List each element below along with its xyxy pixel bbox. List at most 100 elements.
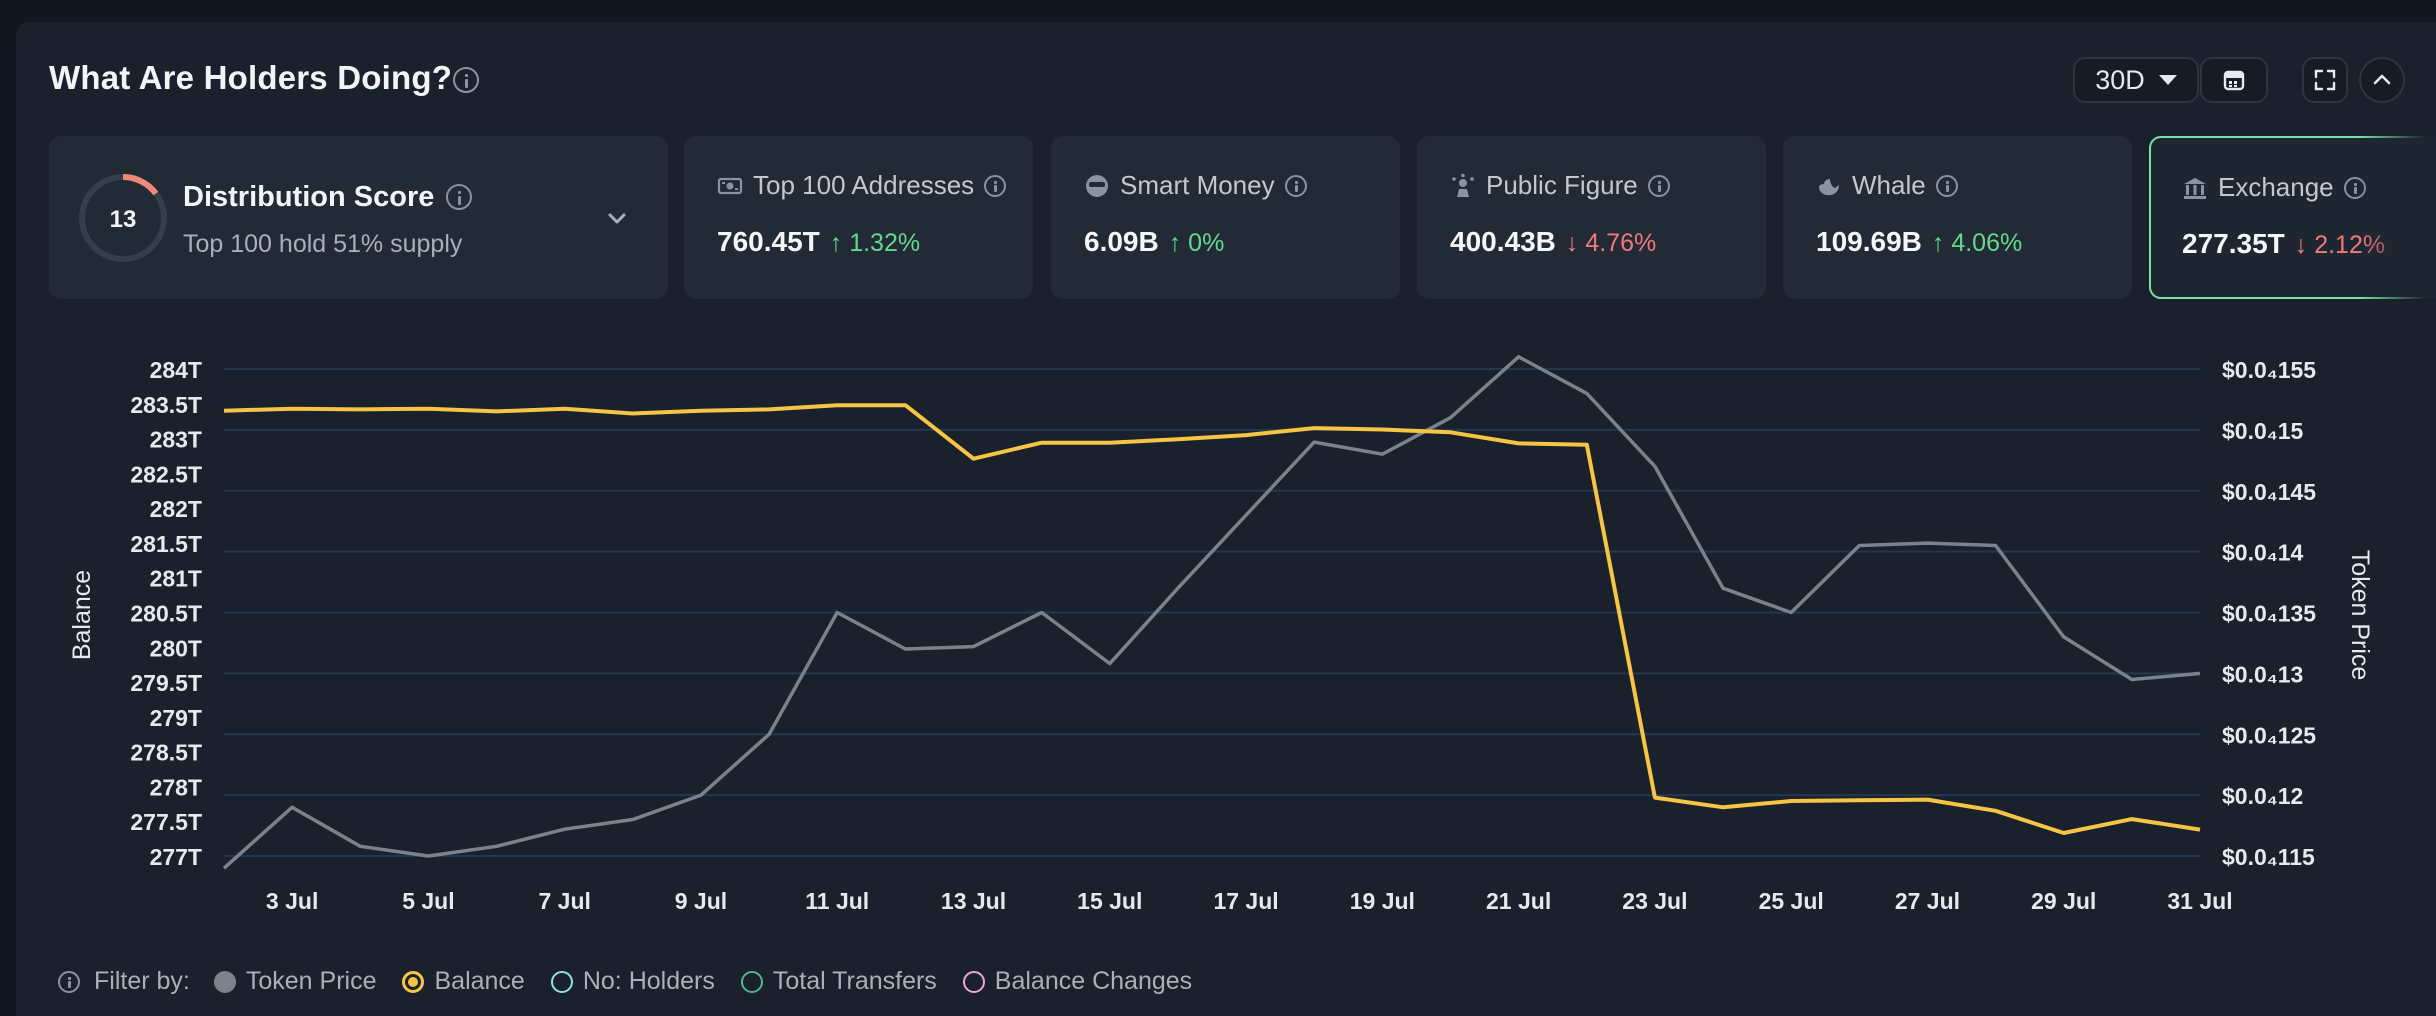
filter-dot: [962, 970, 985, 993]
filter-balance-changes[interactable]: Balance Changes: [962, 967, 1193, 996]
card-value: 760.45T: [717, 226, 820, 257]
filter-item-label: Balance: [434, 967, 525, 995]
x-tick-label: 17 Jul: [1213, 888, 1278, 914]
x-tick-label: 11 Jul: [805, 888, 869, 914]
filter-token-price[interactable]: Token Price: [213, 967, 377, 996]
y-tick-label: 277.5T: [130, 809, 202, 835]
y2-tick-label: $0.0₄145: [2222, 479, 2316, 505]
collapse-button[interactable]: [2359, 57, 2405, 103]
filter-no-holders[interactable]: No: Holders: [550, 967, 715, 996]
card-value: 6.09B: [1084, 226, 1159, 257]
info-icon[interactable]: [58, 970, 80, 993]
x-tick-label: 3 Jul: [266, 888, 318, 914]
y-tick-label: 281.5T: [130, 531, 202, 557]
filter-dot: [213, 970, 236, 993]
chevron-down-icon[interactable]: [604, 206, 630, 232]
card-value: 277.35T: [2182, 228, 2285, 259]
whale-icon: [1819, 178, 1839, 195]
calendar-button[interactable]: [2200, 57, 2268, 103]
x-tick-label: 27 Jul: [1895, 888, 1960, 914]
y2-tick-label: $0.0₄135: [2222, 601, 2316, 627]
y2-tick-label: $0.0₄15: [2222, 418, 2304, 444]
filter-dot: [550, 970, 573, 993]
y-tick-label: 282T: [150, 496, 202, 522]
y-tick-label: 280T: [150, 635, 202, 661]
caret-down-icon: [2158, 75, 2177, 85]
card-label: Whale: [1852, 170, 1926, 200]
x-tick-label: 21 Jul: [1486, 888, 1551, 914]
x-tick-label: 29 Jul: [2031, 888, 2096, 914]
card-label: Exchange: [2218, 172, 2334, 202]
filter-item-label: Token Price: [245, 967, 377, 995]
y-tick-label: 280.5T: [130, 601, 202, 627]
x-tick-label: 13 Jul: [941, 888, 1006, 914]
change-value: 0%: [1188, 229, 1225, 257]
y2-tick-label: $0.0₄115: [2222, 844, 2315, 870]
filter-dot: [740, 970, 763, 993]
y2-tick-label: $0.0₄12: [2222, 783, 2303, 809]
card-fade-overlay: [2360, 136, 2436, 299]
info-icon[interactable]: [446, 184, 472, 210]
metric-card-top-100[interactable]: Top 100 Addresses 760.45T ↑ 1.32%: [684, 136, 1033, 299]
card-label: Top 100 Addresses: [753, 170, 975, 200]
y-tick-label: 283T: [150, 427, 202, 453]
time-range-dropdown[interactable]: 30D: [2073, 57, 2199, 103]
info-icon[interactable]: [984, 174, 1007, 197]
money-icon: [717, 177, 743, 194]
y-tick-label: 282.5T: [130, 461, 202, 487]
bank-icon: [2184, 177, 2206, 199]
distribution-score-card[interactable]: [49, 136, 668, 299]
filter-total-transfers[interactable]: Total Transfers: [740, 967, 937, 996]
spotlight-icon: [1452, 173, 1474, 197]
change-value: 4.06%: [1951, 229, 2023, 257]
y-tick-label: 278T: [150, 774, 202, 800]
fullscreen-button[interactable]: [2302, 57, 2348, 103]
distribution-subtitle: Top 100 hold 51% supply: [183, 230, 463, 258]
x-tick-label: 23 Jul: [1622, 888, 1687, 914]
info-icon[interactable]: [453, 67, 479, 93]
y2-tick-label: $0.0₄14: [2222, 540, 2304, 566]
y-tick-label: 279T: [150, 705, 202, 731]
chevron-up-icon: [2373, 74, 2391, 85]
score-gauge: 13: [79, 174, 167, 262]
y-tick-label: 283.5T: [130, 392, 202, 418]
change-up: ↑ 4.06%: [1931, 229, 2023, 257]
change-down: ↓ 4.76%: [1565, 229, 1657, 257]
filter-item-label: Balance Changes: [994, 967, 1193, 995]
token-price-line: [222, 355, 2201, 870]
x-tick-label: 31 Jul: [2167, 888, 2232, 914]
x-tick-label: 9 Jul: [675, 888, 727, 914]
y-tick-label: 284T: [150, 357, 202, 383]
time-range-value: 30D: [2095, 64, 2145, 95]
card-label: Public Figure: [1486, 170, 1638, 200]
change-up: ↑ 0%: [1168, 229, 1225, 257]
card-value: 109.69B: [1816, 226, 1922, 257]
change-value: 1.32%: [849, 229, 921, 257]
y2-axis-label: Token Price: [2346, 550, 2374, 681]
x-tick-label: 15 Jul: [1077, 888, 1142, 914]
metric-card-whale[interactable]: Whale 109.69B ↑ 4.06%: [1783, 136, 2132, 299]
y2-tick-label: $0.0₄155: [2222, 357, 2316, 383]
info-icon[interactable]: [1647, 174, 1670, 197]
y2-tick-label: $0.0₄13: [2222, 661, 2303, 687]
card-label: Smart Money: [1120, 170, 1275, 200]
filter-balance[interactable]: Balance: [402, 967, 525, 996]
info-icon[interactable]: [1935, 174, 1958, 197]
y2-tick-label: $0.0₄125: [2222, 722, 2316, 748]
x-tick-label: 5 Jul: [402, 888, 454, 914]
x-tick-label: 25 Jul: [1759, 888, 1824, 914]
metric-card-public-figure[interactable]: Public Figure 400.43B ↓ 4.76%: [1417, 136, 1766, 299]
metric-card-smart-money[interactable]: Smart Money 6.09B ↑ 0%: [1051, 136, 1400, 299]
filter-item-label: Total Transfers: [772, 967, 937, 995]
filter-bar: Filter by: Token Price Balance No: Holde…: [58, 967, 1218, 996]
distribution-title: Distribution Score: [183, 181, 435, 213]
info-icon[interactable]: [1284, 174, 1307, 197]
calendar-icon: [2223, 70, 2245, 91]
y-tick-label: 277T: [150, 844, 202, 870]
change-value: 4.76%: [1585, 229, 1657, 257]
x-tick-label: 7 Jul: [538, 888, 590, 914]
balance-line: [223, 403, 2201, 835]
change-up: ↑ 1.32%: [829, 229, 921, 257]
y-axis-label: Balance: [68, 570, 96, 660]
